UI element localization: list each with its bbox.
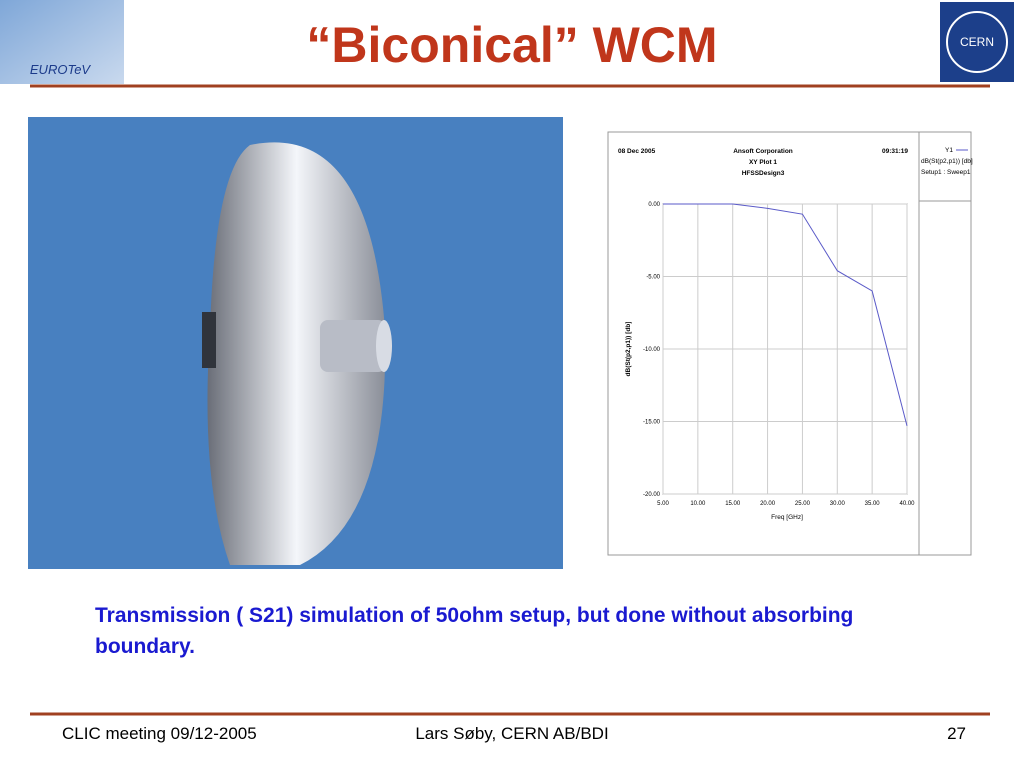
logo-left — [0, 0, 124, 84]
y-tick-label: -20.00 — [643, 492, 661, 498]
plot-date: 08 Dec 2005 — [618, 148, 656, 155]
y-tick-label: -15.00 — [643, 420, 661, 426]
x-axis-label: Freq [GHz] — [771, 514, 803, 521]
x-tick-label: 20.00 — [760, 501, 776, 507]
plot-company: Ansoft Corporation — [733, 148, 793, 155]
x-tick-label: 5.00 — [657, 501, 669, 507]
plot-time: 09:31:19 — [882, 148, 908, 155]
render-pipe-back — [202, 312, 216, 368]
slide-title: “Biconical” WCM — [306, 17, 717, 73]
y-tick-label: -5.00 — [646, 275, 660, 281]
logo-right-text: CERN — [960, 35, 994, 49]
render-disc — [207, 142, 386, 565]
y-tick-label: 0.00 — [648, 202, 660, 208]
x-tick-label: 25.00 — [795, 501, 811, 507]
x-tick-label: 30.00 — [830, 501, 846, 507]
x-tick-label: 10.00 — [690, 501, 706, 507]
logo-ring — [946, 11, 1008, 73]
render-pipe — [320, 320, 386, 372]
logo-right — [940, 2, 1014, 82]
render-pipe-end — [376, 320, 392, 372]
logo-left-text: EUROTeV — [30, 62, 92, 77]
y-tick-label: -10.00 — [643, 347, 661, 353]
legend-header: Y1 — [945, 147, 953, 154]
legend-entry: dB(St(p2,p1)) [db] — [921, 158, 973, 165]
caption: Transmission ( S21) simulation of 50ohm … — [95, 604, 854, 658]
x-tick-label: 40.00 — [899, 501, 915, 507]
plot-frame — [607, 131, 972, 556]
data-line — [663, 203, 908, 426]
x-tick-label: 15.00 — [725, 501, 741, 507]
x-tick-label: 35.00 — [865, 501, 881, 507]
plot-title: XY Plot 1 — [749, 159, 777, 166]
plot-subtitle: HFSSDesign3 — [742, 170, 785, 177]
y-axis-label: dB(St(p2,p1)) [db] — [625, 322, 632, 377]
legend-setup: Setup1 : Sweep1 — [921, 169, 971, 176]
